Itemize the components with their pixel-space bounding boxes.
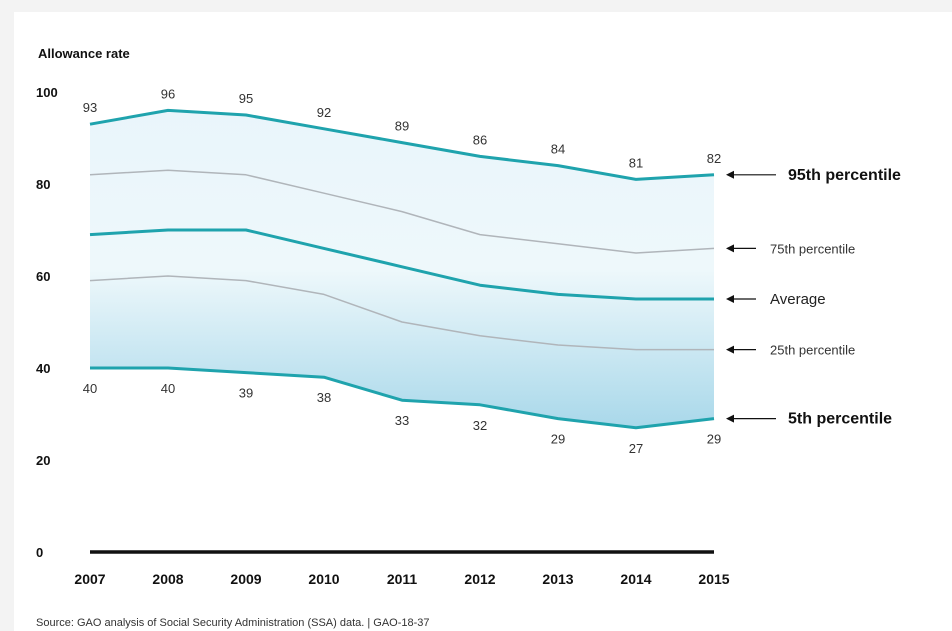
data-label: 92 <box>317 105 331 120</box>
legend-arrow-icon <box>726 345 734 354</box>
series-line-average <box>89 228 714 301</box>
series-line-5th-percentile <box>90 366 715 430</box>
x-tick-label: 2007 <box>74 571 105 587</box>
x-tick-label: 2010 <box>308 571 339 587</box>
data-label: 84 <box>551 142 565 157</box>
y-tick-label: 100 <box>36 85 58 100</box>
legend-label-75th-percentile: 75th percentile <box>770 241 855 256</box>
percentile-band <box>90 110 714 428</box>
data-label: 86 <box>473 132 487 147</box>
series-line-75th-percentile <box>89 169 715 254</box>
data-label: 33 <box>395 413 409 428</box>
series-line-25th-percentile <box>89 275 714 351</box>
legend-label-5th-percentile: 5th percentile <box>788 411 892 428</box>
data-label: 40 <box>161 381 175 396</box>
chart-panel: Allowance rate 93 96 95 92 89 86 84 81 82 40 40 39 3… <box>14 12 952 631</box>
y-tick-label: 20 <box>36 453 50 468</box>
data-label: 29 <box>707 432 721 447</box>
data-label: 93 <box>83 100 97 115</box>
data-label: 40 <box>83 381 97 396</box>
data-label: 96 <box>161 86 175 101</box>
y-axis-title: Allowance rate <box>38 46 130 61</box>
x-tick-label: 2012 <box>464 571 495 587</box>
legend-arrow-icon <box>726 414 734 423</box>
x-tick-label: 2008 <box>152 571 183 587</box>
data-label: 32 <box>473 418 487 433</box>
source-note: Source: GAO analysis of Social Security … <box>36 617 430 629</box>
x-tick-label: 2011 <box>387 571 418 587</box>
legend-arrow-icon <box>726 170 734 179</box>
x-tick-label: 2013 <box>542 571 573 587</box>
data-label: 89 <box>395 119 409 134</box>
data-label: 38 <box>317 390 331 405</box>
legend-arrow-icon <box>726 295 734 303</box>
y-tick-label: 80 <box>36 177 50 192</box>
data-label: 29 <box>551 432 565 447</box>
y-tick-label: 60 <box>36 269 50 284</box>
data-label: 81 <box>629 155 643 170</box>
x-tick-label: 2015 <box>698 571 729 587</box>
legend-label-95th-percentile: 95th percentile <box>788 167 901 184</box>
chart: Allowance rate 93 96 95 92 89 86 84 81 82 40 40 39 3… <box>36 46 901 629</box>
data-label: 27 <box>629 441 643 456</box>
data-label: 82 <box>707 151 721 166</box>
legend-label-average: Average <box>770 291 826 308</box>
y-tick-label: 0 <box>36 545 43 560</box>
y-tick-label: 40 <box>36 361 50 376</box>
data-label: 39 <box>239 386 253 401</box>
x-tick-label: 2009 <box>230 571 261 587</box>
legend-label-25th-percentile: 25th percentile <box>770 343 855 358</box>
legend-arrow-icon <box>726 244 734 253</box>
x-tick-label: 2014 <box>620 571 651 587</box>
series-line-95th-percentile <box>89 108 715 181</box>
data-label: 95 <box>239 91 253 106</box>
